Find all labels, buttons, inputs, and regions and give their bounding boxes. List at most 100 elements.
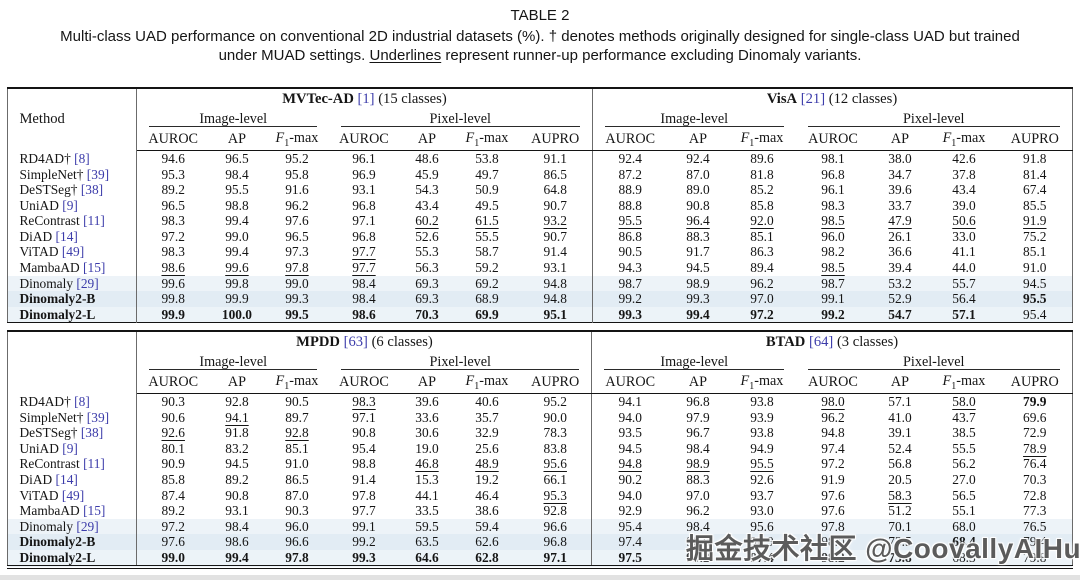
metric-cell: 56.4	[952, 291, 976, 307]
method-cell: Dinomaly [29]	[7, 275, 138, 292]
metric-cell: 53.2	[888, 275, 912, 291]
method-name: Dinomaly2-B	[19, 291, 96, 307]
metric-f-italic: F	[942, 129, 952, 146]
metric-cell: 62.8	[475, 549, 499, 565]
metric-cell: 93.1	[543, 260, 567, 276]
metric-cell: 38.0	[888, 151, 912, 166]
dataset-name: BTAD	[765, 334, 806, 351]
metric-cell: 97.8	[821, 518, 845, 534]
metric-cell: 99.6	[161, 275, 185, 291]
metric-cell: 99.1	[821, 291, 845, 307]
metric-cell: 90.7	[543, 197, 567, 213]
metric-cell: 70.3	[1023, 472, 1047, 488]
metric-cell: 94.6	[161, 151, 185, 166]
metric-cell: 96.2	[750, 275, 774, 291]
metric-cell: 92.0	[750, 213, 774, 229]
metric-cell: 96.0	[285, 518, 309, 534]
dataset-header: MPDD [63] (6 classes)	[137, 331, 592, 353]
metric-cell: 97.7	[352, 503, 376, 519]
metric-cell: 86.5	[285, 472, 309, 488]
method-name: Dinomaly	[19, 275, 74, 291]
metric-cell: 98.8	[352, 456, 376, 472]
metric-cell: 46.4	[475, 487, 499, 503]
method-name: MambaAD	[19, 503, 80, 519]
metric-cell: 19.2	[475, 472, 499, 488]
metric-cell: 98.3	[821, 197, 845, 213]
metric-cell: 99.2	[821, 306, 845, 322]
table-row: RD4AD† [8] 94.6 96.5 95.2 96.1 48.6 53.8 91.1 92…	[7, 150, 1072, 167]
metric-cell: 94.8	[543, 291, 567, 307]
metric-f-subscript: 1	[951, 380, 957, 392]
metric-cell: 90.9	[161, 456, 185, 472]
metric-cell: 87.0	[285, 487, 309, 503]
metric-cell: 96.2	[285, 197, 309, 213]
table-row: MambaAD [15] 89.2 93.1 90.3 97.7 33.5 38.6 92.8…	[7, 503, 1072, 519]
metric-cell: 89.2	[225, 472, 249, 488]
metric-column-header: AP	[668, 128, 728, 151]
table-row: Dinomaly2-L 99.0 99.4 97.8 99.3 64.6 62.8 97.1 9…	[7, 549, 1073, 568]
metric-column-header: AUPRO	[998, 128, 1073, 151]
method-citation: [49]	[58, 244, 85, 260]
metric-cell: 36.6	[888, 244, 912, 260]
metric-column-header: AP	[869, 371, 930, 395]
method-name: Dinomaly2-L	[19, 306, 96, 322]
table-row: Dinomaly [29] 99.6 99.8 99.0 98.4 69.3 69.2 94.…	[7, 275, 1073, 292]
metric-cell: 99.2	[686, 549, 710, 565]
method-citation: [39]	[83, 409, 110, 425]
metric-cell: 44.1	[415, 487, 439, 503]
metric-cell: 95.5	[750, 456, 774, 472]
metric-cell: 48.6	[415, 151, 439, 166]
metric-cell: 39.4	[888, 260, 912, 276]
metric-cell: 97.5	[591, 549, 668, 568]
metric-cell: 98.4	[352, 291, 376, 307]
method-cell: RD4AD† [8]	[7, 150, 138, 167]
metric-cell: 56.3	[415, 260, 439, 276]
metric-cell: 56.8	[888, 456, 912, 472]
dataset-title-row: Method MVTec-AD [1] (15 classes) VisA [21]…	[7, 88, 1073, 151]
metric-cell: 94.9	[750, 440, 774, 456]
metric-cell: 94.5	[1023, 275, 1047, 291]
metric-cell: 32.9	[475, 425, 499, 441]
table-body: RD4AD† [8] 94.6 96.5 95.2 96.1 48.6 53.8 91.1 92…	[7, 150, 1073, 323]
metric-cell: 97.6	[161, 534, 185, 550]
metric-column-header: AUROC	[591, 128, 668, 151]
metric-cell: 91.9	[821, 472, 845, 488]
metric-cell: 96.6	[285, 534, 309, 550]
dataset-class-count: (6 classes)	[367, 334, 433, 351]
table-row: UniAD [9] 80.1 83.2 85.1 95.4 19.0 25.6 83.8 94.…	[7, 440, 1072, 457]
metric-cell: 98.7	[821, 275, 845, 291]
metric-cell: 43.4	[415, 197, 439, 213]
method-cell: Dinomaly2-B	[7, 291, 138, 307]
metric-cell: 98.2	[821, 549, 845, 565]
metric-cell: 68.0	[952, 518, 976, 534]
metric-column-header: AUPRO	[518, 371, 592, 395]
metric-cell: 90.3	[161, 394, 185, 410]
metric-cell: 88.3	[686, 228, 710, 244]
table-row: Dinomaly2-B 99.8 99.9 99.3 98.4 69.3 68.9 94.8 9…	[7, 291, 1073, 307]
metric-cell: 96.2	[821, 409, 845, 425]
metric-cell: 95.3	[543, 487, 567, 503]
metric-cell: 91.4	[352, 472, 376, 488]
metric-cell: 91.6	[285, 182, 309, 198]
table-row: RD4AD† [8] 90.3 92.8 90.5 98.3 39.6 40.6 95.2 94…	[7, 393, 1072, 410]
metric-cell: 93.1	[352, 182, 376, 198]
metric-f-subscript: 1	[284, 137, 290, 149]
metric-cell: 98.5	[821, 260, 845, 276]
metric-cell: 98.2	[821, 244, 845, 260]
metric-cell: 93.9	[750, 409, 774, 425]
metric-cell: 97.6	[285, 213, 309, 229]
metric-cell: 48.9	[475, 456, 499, 472]
metric-cell: 93.8	[750, 425, 774, 441]
metric-cell: 86.3	[750, 244, 774, 260]
metric-cell: 96.8	[352, 228, 376, 244]
method-name: Dinomaly2-L	[19, 549, 96, 565]
caption-line1: Multi-class UAD performance on conventio…	[60, 28, 1020, 45]
metric-cell: 91.4	[543, 244, 567, 260]
metric-cell: 97.2	[161, 518, 185, 534]
metric-cell: 33.6	[415, 409, 439, 425]
metric-cell: 94.3	[591, 259, 668, 276]
metric-cell: 54.3	[415, 182, 439, 198]
metric-cell: 87.0	[686, 166, 710, 182]
metric-cell: 35.7	[475, 409, 499, 425]
metric-cell: 37.8	[952, 166, 976, 182]
